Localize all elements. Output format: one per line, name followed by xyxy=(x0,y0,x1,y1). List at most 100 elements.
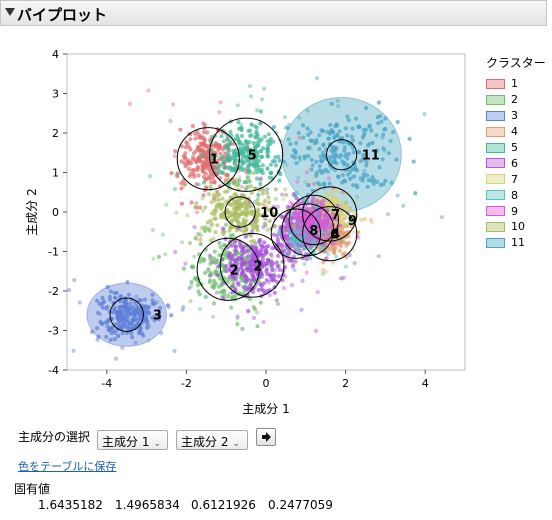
data-point xyxy=(189,200,194,205)
legend-item[interactable]: 4 xyxy=(486,124,525,140)
data-point xyxy=(319,159,324,164)
data-point xyxy=(192,254,197,259)
data-point xyxy=(194,182,199,187)
data-point xyxy=(238,196,243,201)
data-point xyxy=(224,263,229,268)
data-point xyxy=(334,254,339,259)
data-point xyxy=(217,240,222,245)
data-point xyxy=(225,173,230,178)
data-point xyxy=(258,149,263,154)
data-point xyxy=(225,277,230,282)
data-point xyxy=(350,138,356,143)
legend-item[interactable]: 8 xyxy=(486,187,525,203)
data-point xyxy=(284,162,289,167)
data-point xyxy=(280,192,285,197)
data-point xyxy=(216,197,221,202)
data-point xyxy=(259,167,265,172)
legend-item[interactable]: 2 xyxy=(486,92,525,108)
data-point xyxy=(150,227,156,232)
disclosure-triangle-icon[interactable] xyxy=(5,8,15,16)
data-point xyxy=(212,278,217,283)
legend-label: 11 xyxy=(511,236,525,250)
data-point xyxy=(221,226,226,231)
data-point xyxy=(251,238,256,244)
data-point xyxy=(233,258,238,263)
data-point xyxy=(94,326,100,331)
biplot-panel-header[interactable]: バイプロット xyxy=(0,0,547,26)
data-point xyxy=(254,219,259,224)
legend-item[interactable]: 11 xyxy=(486,235,525,251)
data-point xyxy=(314,173,319,178)
data-point xyxy=(349,134,354,139)
save-colors-link[interactable]: 色をテーブルに保存 xyxy=(18,460,117,473)
data-point xyxy=(260,244,265,249)
data-point xyxy=(237,175,242,180)
data-point xyxy=(243,234,249,239)
data-point xyxy=(439,215,444,220)
data-point xyxy=(233,249,238,254)
data-point xyxy=(315,180,321,186)
data-point xyxy=(308,206,313,211)
legend-swatch xyxy=(486,78,505,89)
data-point xyxy=(243,279,248,284)
data-point xyxy=(236,219,241,225)
data-point xyxy=(320,271,325,276)
data-point xyxy=(146,338,151,343)
data-point xyxy=(259,252,264,257)
data-point xyxy=(208,184,213,189)
data-point xyxy=(195,166,200,171)
cluster-legend: 1 2 3 4 5 6 7 8 9 10 11 xyxy=(486,76,525,251)
data-point xyxy=(385,212,391,217)
eigenvalue: 1.4965834 xyxy=(115,498,180,512)
legend-item[interactable]: 10 xyxy=(486,219,525,235)
apply-button[interactable] xyxy=(256,428,276,446)
data-point xyxy=(265,154,271,159)
data-point xyxy=(228,261,233,266)
data-point xyxy=(228,178,233,184)
data-point xyxy=(254,129,259,134)
data-point xyxy=(376,121,381,126)
legend-item[interactable]: 5 xyxy=(486,140,525,156)
legend-item[interactable]: 3 xyxy=(486,108,525,124)
data-point xyxy=(118,294,123,299)
cluster-label: 7 xyxy=(331,208,340,223)
data-point xyxy=(126,314,131,319)
data-point xyxy=(193,136,198,141)
legend-item[interactable]: 6 xyxy=(486,155,525,171)
data-point xyxy=(174,210,179,215)
data-point xyxy=(201,180,207,185)
data-point xyxy=(321,181,327,186)
data-point xyxy=(263,198,268,203)
cluster-label: 4 xyxy=(331,228,340,243)
data-point xyxy=(213,230,218,235)
data-point xyxy=(364,105,369,111)
data-point xyxy=(328,191,333,196)
data-point xyxy=(228,129,233,134)
data-point xyxy=(297,135,302,140)
data-point xyxy=(358,159,363,164)
x-component-value: 主成分 1 xyxy=(102,435,150,449)
data-point xyxy=(240,268,245,273)
data-point xyxy=(291,263,296,268)
data-point xyxy=(335,189,340,194)
data-point xyxy=(126,292,132,297)
x-component-select[interactable]: 主成分 1 ⌄ xyxy=(97,430,168,450)
data-point xyxy=(254,176,260,181)
data-point xyxy=(172,187,178,192)
data-point xyxy=(192,276,197,281)
data-point xyxy=(97,301,102,306)
data-point xyxy=(207,280,212,285)
data-point xyxy=(175,174,180,179)
legend-item[interactable]: 1 xyxy=(486,76,525,92)
legend-item[interactable]: 7 xyxy=(486,171,525,187)
y-component-select[interactable]: 主成分 2 ⌄ xyxy=(176,430,248,450)
legend-item[interactable]: 9 xyxy=(486,203,525,219)
data-point xyxy=(352,210,357,215)
data-point xyxy=(249,190,254,196)
data-point xyxy=(275,204,280,209)
x-axis-label: 主成分 1 xyxy=(242,402,289,416)
data-point xyxy=(347,253,352,258)
data-point xyxy=(237,138,242,143)
data-point xyxy=(222,280,227,285)
data-point xyxy=(309,244,314,249)
